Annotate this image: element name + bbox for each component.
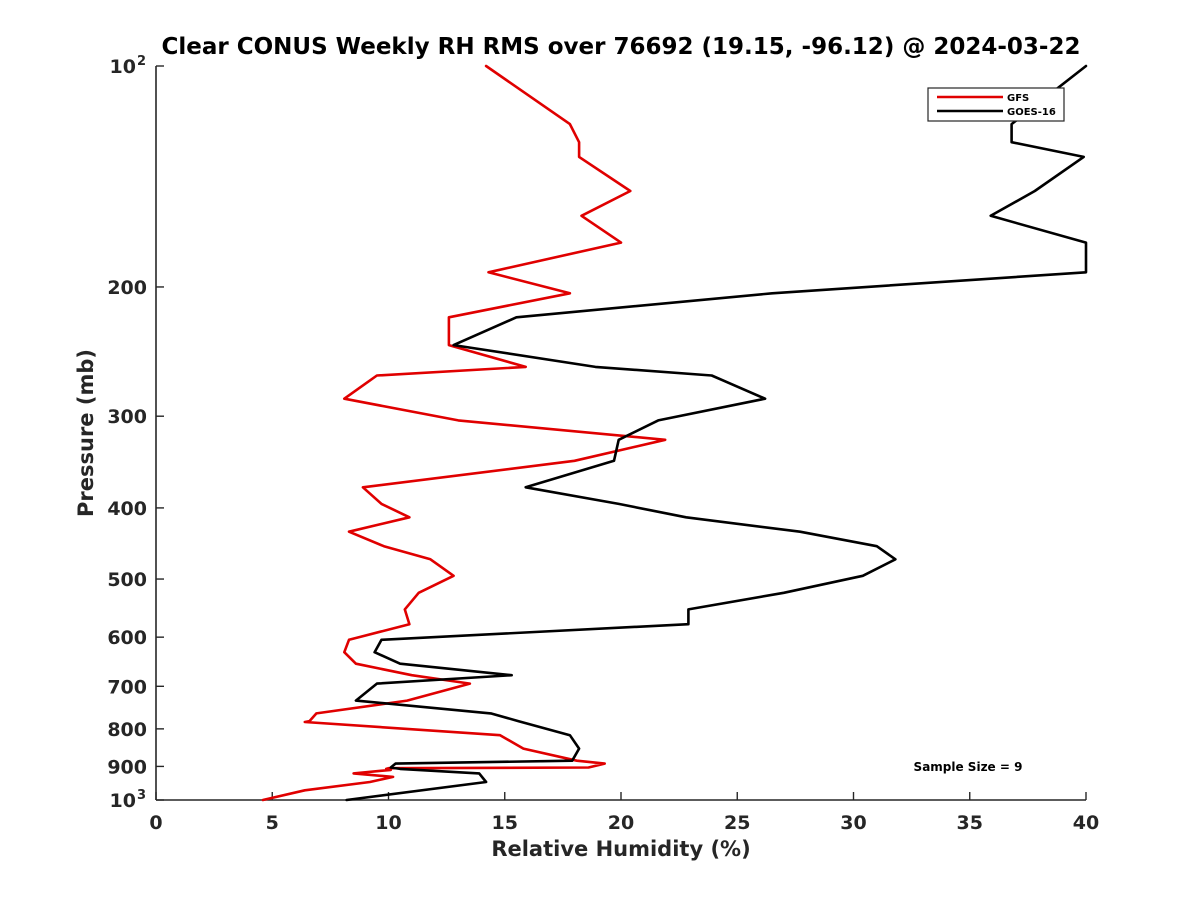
sample-size-annotation: Sample Size = 9 (914, 760, 1023, 774)
legend-label-goes-16: GOES-16 (1007, 107, 1056, 118)
chart-title: Clear CONUS Weekly RH RMS over 76692 (19… (162, 34, 1081, 60)
y-tick-label: 700 (107, 676, 147, 698)
y-tick-label: 10 (110, 56, 136, 78)
y-axis-label: Pressure (mb) (74, 349, 98, 517)
x-tick-label: 30 (840, 812, 866, 834)
y-tick-label: 400 (107, 498, 147, 520)
y-tick-label: 900 (107, 756, 147, 778)
y-tick-label: 10 (110, 790, 136, 812)
x-tick-label: 0 (149, 812, 162, 834)
x-tick-label: 20 (608, 812, 634, 834)
y-tick-label: 600 (107, 627, 147, 649)
x-tick-label: 25 (724, 812, 750, 834)
y-tick-label: 200 (107, 277, 147, 299)
legend-box (927, 87, 1065, 122)
x-tick-label: 40 (1073, 812, 1099, 834)
x-axis-label: Relative Humidity (%) (491, 837, 750, 861)
legend-label-gfs: GFS (1007, 93, 1029, 104)
x-ticks: 0 5 10 15 20 25 30 35 40 (149, 792, 1099, 834)
x-tick-label: 15 (492, 812, 518, 834)
legend: GFS GOES-16 (927, 87, 1065, 122)
series-layer (261, 64, 1088, 802)
series-line-goes-16 (345, 64, 1088, 802)
series-line-gfs (261, 64, 667, 802)
x-tick-label: 5 (266, 812, 279, 834)
x-tick-label: 35 (957, 812, 983, 834)
y-tick-label: 300 (107, 406, 147, 428)
x-tick-label: 10 (375, 812, 401, 834)
y-tick-exponent: 3 (137, 788, 146, 803)
y-tick-exponent: 2 (137, 54, 146, 69)
y-tick-label: 500 (107, 569, 147, 591)
y-tick-label: 800 (107, 719, 147, 741)
